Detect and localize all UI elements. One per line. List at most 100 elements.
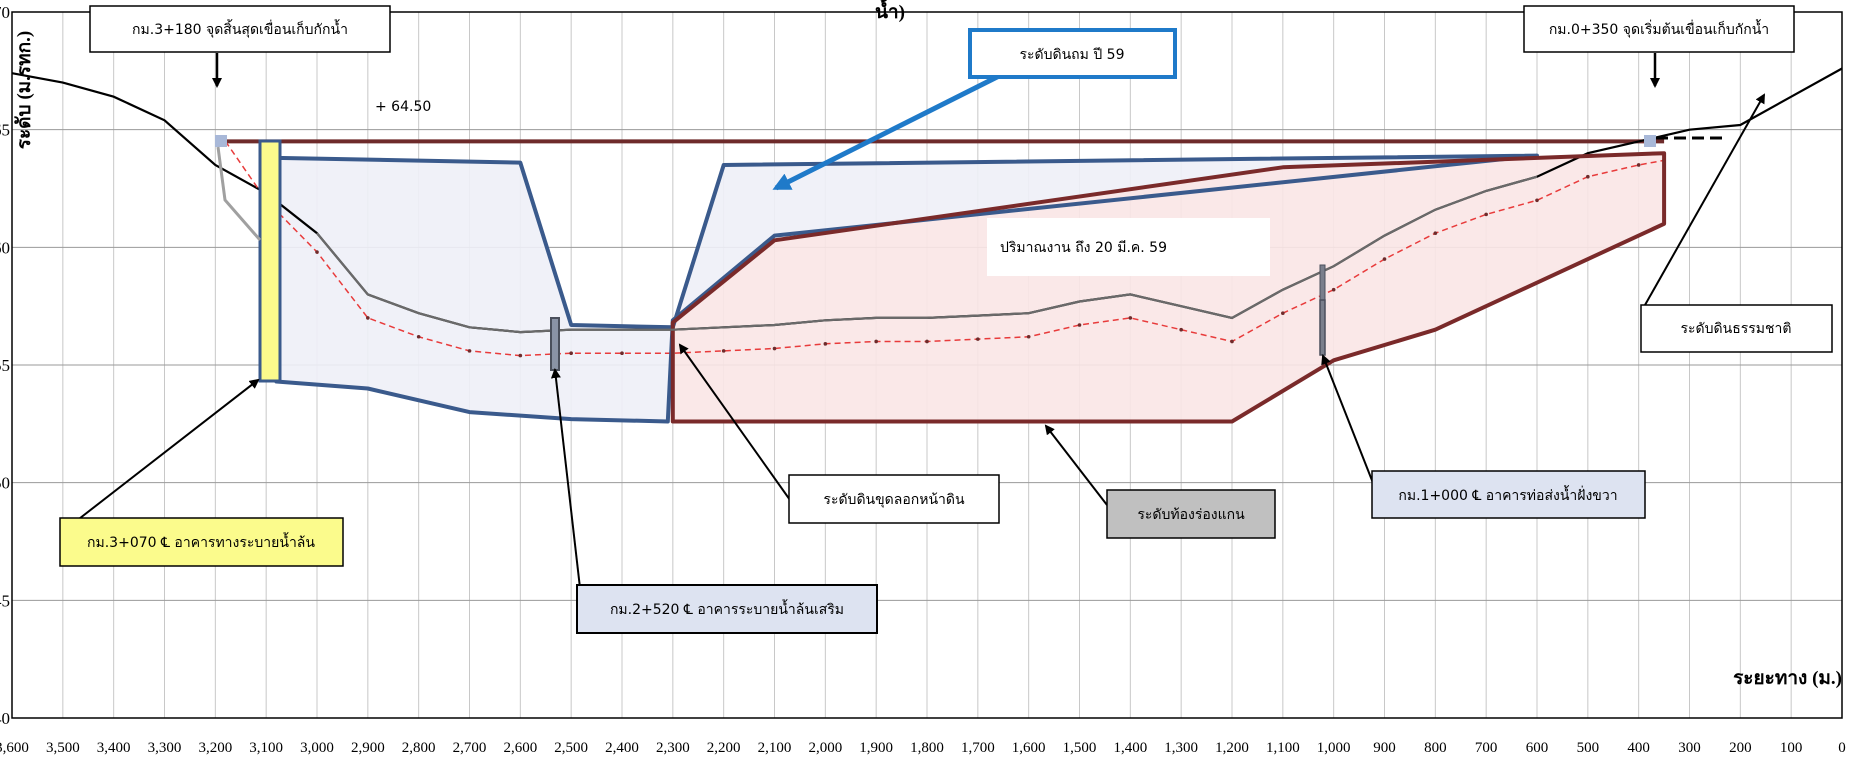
outlet-structure-lower [1319, 299, 1326, 356]
point-stripping_level [1433, 231, 1438, 236]
label-spillway: กม.3+070 ℄ อาคารทางระบายน้ำล้น [59, 517, 344, 567]
x-tick-label: 600 [1526, 740, 1549, 756]
series-outline-fill_59 [274, 153, 1539, 424]
label-strip-level-text: ระดับดินขุดลอกหน้าดิน [823, 492, 965, 508]
label-natural-text: ระดับดินธรรมชาติ [1681, 321, 1792, 337]
series-line-natural-inner [316, 175, 1538, 334]
point-stripping_level [518, 353, 523, 358]
label-core-bottom: ระดับท้องร่องแกน [1106, 489, 1276, 539]
y-tick-label: 70 [0, 3, 10, 22]
annotation-arrows [74, 53, 1765, 589]
x-tick-label: 3,100 [249, 740, 283, 756]
label-crest-value: + 64.50 [375, 99, 431, 115]
label-spillway-text: กม.3+070 ℄ อาคารทางระบายน้ำล้น [87, 532, 315, 551]
x-tick-label: 1,400 [1113, 740, 1147, 756]
chart-title: น้ำ) [875, 0, 905, 23]
x-tick-label: 3,300 [148, 740, 182, 756]
label-fill-level: ระดับดินถม ปี 59 [968, 28, 1177, 79]
label-core-bottom-text: ระดับท้องร่องแกน [1137, 507, 1245, 523]
y-tick-label: 40 [0, 709, 10, 728]
x-tick-label: 500 [1577, 740, 1600, 756]
x-tick-label: 2,100 [758, 740, 792, 756]
series-line-stripping_level [224, 140, 1665, 357]
series-lines [11, 67, 1843, 424]
x-tick-label: 2,400 [605, 740, 639, 756]
label-natural: ระดับดินธรรมชาติ [1640, 304, 1833, 353]
point-stripping_level [315, 250, 319, 254]
series-outline-work_done [670, 151, 1667, 424]
point-stripping_level [416, 334, 421, 339]
y-tick-label: 50 [0, 474, 10, 493]
x-tick-label: 1,900 [859, 740, 893, 756]
label-start-dam: กม.0+350 จุดเริ่มต้นเขื่อนเก็บกักน้ำ [1523, 5, 1795, 53]
x-tick-label: 3,400 [97, 740, 131, 756]
label-strip-level: ระดับดินขุดลอกหน้าดิน [788, 474, 1000, 524]
x-tick-label: 300 [1678, 740, 1701, 756]
plot-frame [11, 11, 1843, 719]
x-tick-label: 3,200 [198, 740, 232, 756]
point-stripping_level [721, 349, 726, 353]
x-tick-label: 2,600 [503, 740, 537, 756]
point-stripping_level [1281, 311, 1285, 316]
point-stripping_level [1128, 316, 1133, 320]
y-axis-title: ระดับ (ม.รทก.) [14, 31, 35, 149]
x-tick-label: 200 [1729, 740, 1752, 756]
label-end-dam: กม.3+180 จุดสิ้นสุดเขื่อนเก็บกักน้ำ [89, 5, 391, 53]
label-aux-spillway: กม.2+520 ℄ อาคารระบายน้ำล้นเสริม [576, 584, 878, 634]
x-tick-label: 0 [1838, 740, 1846, 756]
x-tick-label: 3,600 [0, 740, 29, 756]
x-tick-label: 1,100 [1266, 740, 1300, 756]
label-end-dam-text: กม.3+180 จุดสิ้นสุดเขื่อนเก็บกักน้ำ [132, 19, 348, 38]
x-tick-label: 1,800 [910, 740, 944, 756]
point-stripping_level [366, 316, 370, 320]
x-tick-label: 2,000 [808, 740, 842, 756]
x-tick-label: 3,000 [300, 740, 334, 756]
dam-end-marker [215, 135, 227, 147]
x-tick-label: 100 [1780, 740, 1803, 756]
x-axis-title: ระยะทาง (ม.) [1733, 668, 1842, 689]
label-outlet: กม.1+000 ℄ อาคารท่อส่งน้ำฝั่งขวา [1371, 470, 1646, 519]
arrow-aux-spillway [550, 368, 581, 589]
x-tick-label: 900 [1373, 740, 1396, 756]
label-outlet-text: กม.1+000 ℄ อาคารท่อส่งน้ำฝั่งขวา [1398, 485, 1617, 504]
x-tick-label: 3,500 [46, 740, 80, 756]
arrow-fill-level [772, 70, 1007, 191]
dam-start-marker [1644, 135, 1656, 147]
point-stripping_level [925, 339, 929, 344]
point-stripping_level [1026, 334, 1031, 339]
x-tick-label: 1,500 [1063, 740, 1097, 756]
y-tick-label: 60 [0, 238, 10, 257]
label-work-volume-text: ปริมาณงาน ถึง 20 มี.ค. 59 [1000, 240, 1167, 256]
spillway-side-line [216, 146, 262, 241]
point-stripping_level [1586, 174, 1590, 179]
structures [215, 135, 1728, 383]
x-tick-label: 1,700 [961, 740, 995, 756]
x-tick-label: 2,500 [554, 740, 588, 756]
spillway-structure [258, 139, 282, 383]
label-aux-spillway-text: กม.2+520 ℄ อาคารระบายน้ำล้นเสริม [610, 599, 844, 618]
label-work-volume: ปริมาณงาน ถึง 20 มี.ค. 59 [987, 218, 1270, 276]
y-tick-label: 65 [0, 121, 10, 140]
x-tick-label: 800 [1424, 740, 1447, 756]
point-stripping_level [620, 351, 624, 356]
arrow-core-bottom [1044, 424, 1108, 506]
arrow-strip-level [678, 343, 791, 501]
point-stripping_level [772, 346, 777, 351]
x-tick-label: 400 [1627, 740, 1650, 756]
axes: 3,600 3,500 3,400 3,300 3,200 3,100 3,000 2,900… [0, 3, 1846, 756]
annotations: กม.3+180 จุดสิ้นสุดเขื่อนเก็บกักน้ำ กม.0… [59, 5, 1833, 634]
area-fills [276, 153, 1665, 422]
aux-spillway-structure [550, 317, 560, 371]
x-tick-label: 1,000 [1317, 740, 1351, 756]
point-stripping_level [1077, 323, 1082, 327]
x-tick-label: 2,200 [707, 740, 741, 756]
point-stripping_level [976, 337, 980, 341]
point-stripping_level [1230, 339, 1234, 344]
x-tick-label: 1,600 [1012, 740, 1046, 756]
point-stripping_level [1382, 257, 1387, 261]
point-stripping_level [874, 339, 878, 344]
x-tick-label: 700 [1475, 740, 1498, 756]
series-fill-fill_59 [276, 155, 1537, 422]
outlet-structure-upper [1319, 264, 1326, 302]
